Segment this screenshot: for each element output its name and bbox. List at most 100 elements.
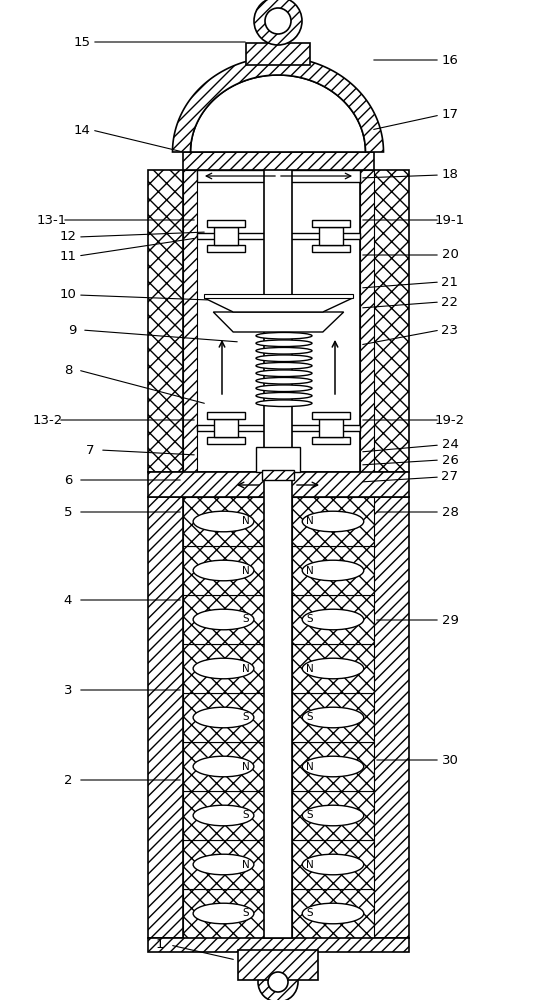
- Bar: [183, 170, 197, 472]
- Bar: [312, 245, 350, 252]
- Ellipse shape: [302, 560, 364, 581]
- Ellipse shape: [193, 609, 254, 630]
- Ellipse shape: [256, 340, 312, 347]
- Bar: [183, 840, 264, 889]
- Text: 8: 8: [64, 363, 72, 376]
- Bar: [204, 294, 353, 298]
- Text: N: N: [306, 516, 314, 526]
- Text: 18: 18: [442, 168, 458, 182]
- Text: S: S: [243, 810, 250, 820]
- Text: 9: 9: [68, 324, 76, 336]
- Text: 26: 26: [442, 454, 458, 466]
- Polygon shape: [173, 57, 384, 152]
- Text: S: S: [243, 908, 250, 918]
- Text: 14: 14: [74, 123, 90, 136]
- Bar: [197, 170, 360, 182]
- Ellipse shape: [256, 370, 312, 377]
- Text: 24: 24: [442, 438, 458, 452]
- Text: 15: 15: [74, 35, 90, 48]
- Ellipse shape: [302, 707, 364, 728]
- Text: N: N: [306, 566, 314, 576]
- Text: 13-2: 13-2: [33, 414, 63, 426]
- Ellipse shape: [193, 903, 254, 924]
- Bar: [207, 412, 245, 419]
- Text: 27: 27: [442, 471, 458, 484]
- Text: 12: 12: [60, 231, 76, 243]
- Ellipse shape: [256, 355, 312, 362]
- Text: N: N: [242, 859, 250, 869]
- Bar: [312, 220, 350, 227]
- Bar: [183, 497, 264, 546]
- Circle shape: [268, 972, 288, 992]
- Bar: [183, 546, 264, 595]
- Ellipse shape: [193, 560, 254, 581]
- Text: 3: 3: [63, 684, 72, 696]
- Ellipse shape: [193, 707, 254, 728]
- Text: 28: 28: [442, 506, 458, 518]
- Text: N: N: [306, 859, 314, 869]
- Text: N: N: [242, 516, 250, 526]
- Text: 21: 21: [442, 275, 458, 288]
- Polygon shape: [190, 75, 365, 152]
- Bar: [214, 419, 238, 437]
- Bar: [264, 467, 292, 938]
- Text: N: N: [306, 762, 314, 772]
- Text: 17: 17: [442, 108, 458, 121]
- Bar: [183, 742, 264, 791]
- Ellipse shape: [193, 854, 254, 875]
- Bar: [207, 245, 245, 252]
- Text: 4: 4: [64, 593, 72, 606]
- Bar: [246, 43, 310, 65]
- Bar: [292, 889, 374, 938]
- Bar: [183, 889, 264, 938]
- Bar: [183, 693, 264, 742]
- Ellipse shape: [302, 903, 364, 924]
- Bar: [292, 693, 374, 742]
- Text: S: S: [243, 712, 250, 722]
- Bar: [148, 497, 183, 938]
- Bar: [183, 791, 264, 840]
- Ellipse shape: [256, 347, 312, 354]
- Bar: [258, 450, 298, 470]
- Bar: [319, 227, 343, 245]
- Bar: [292, 546, 374, 595]
- Text: S: S: [307, 712, 314, 722]
- Ellipse shape: [302, 756, 364, 777]
- Text: 19-1: 19-1: [435, 214, 465, 227]
- Text: 7: 7: [86, 444, 94, 456]
- Ellipse shape: [302, 854, 364, 875]
- Text: 11: 11: [60, 249, 76, 262]
- Text: 6: 6: [64, 474, 72, 487]
- Ellipse shape: [256, 362, 312, 369]
- Bar: [319, 419, 343, 437]
- Ellipse shape: [256, 392, 312, 399]
- Text: N: N: [242, 664, 250, 674]
- Text: 22: 22: [442, 296, 458, 308]
- Ellipse shape: [193, 756, 254, 777]
- Ellipse shape: [193, 511, 254, 532]
- Text: S: S: [243, 614, 250, 624]
- Bar: [183, 644, 264, 693]
- Bar: [292, 791, 374, 840]
- Bar: [256, 447, 300, 472]
- Text: S: S: [307, 908, 314, 918]
- Text: 20: 20: [442, 248, 458, 261]
- Bar: [207, 437, 245, 444]
- Ellipse shape: [256, 400, 312, 407]
- Text: 5: 5: [63, 506, 72, 518]
- Bar: [312, 437, 350, 444]
- Bar: [360, 170, 374, 472]
- Bar: [148, 938, 409, 952]
- Bar: [148, 472, 409, 497]
- Bar: [292, 497, 374, 546]
- Text: S: S: [307, 810, 314, 820]
- Bar: [238, 950, 318, 980]
- Ellipse shape: [302, 658, 364, 679]
- Text: 16: 16: [442, 53, 458, 66]
- Polygon shape: [204, 298, 353, 312]
- Text: N: N: [242, 762, 250, 772]
- Text: S: S: [307, 614, 314, 624]
- Bar: [292, 595, 374, 644]
- Ellipse shape: [302, 511, 364, 532]
- Bar: [207, 220, 245, 227]
